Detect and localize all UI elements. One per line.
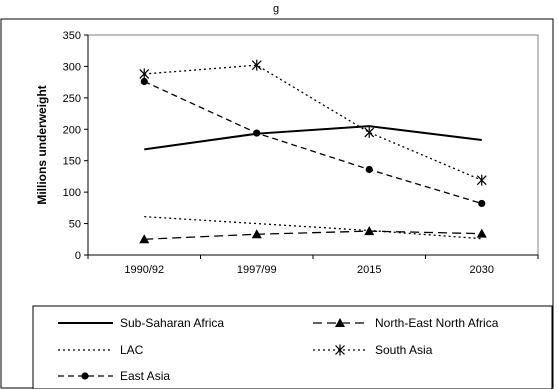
series-line-north-east-north-africa xyxy=(144,230,482,240)
y-axis-label: Millions underweight xyxy=(35,85,49,204)
legend: Sub-Saharan Africa North-East North Afric… xyxy=(58,316,499,383)
plot-area-frame xyxy=(87,34,539,256)
data-point-south-asia xyxy=(139,68,150,80)
data-point-south-asia xyxy=(251,59,262,71)
y-tick-label: 250 xyxy=(63,93,81,105)
legend-marker xyxy=(81,372,89,380)
legend-item-sub-saharan-africa: Sub-Saharan Africa xyxy=(58,316,224,330)
data-point-north-east-north-africa xyxy=(139,234,150,244)
data-point-north-east-north-africa xyxy=(476,228,487,238)
y-tick-label: 300 xyxy=(63,61,81,73)
legend-label: North-East North Africa xyxy=(375,316,499,330)
legend-box xyxy=(32,305,553,389)
y-tick-label: 0 xyxy=(75,250,81,262)
chart-title-fragment: g xyxy=(273,3,279,15)
y-tick-label: 200 xyxy=(63,124,81,136)
data-point-south-asia xyxy=(476,174,487,186)
x-tick-label: 1997/99 xyxy=(237,264,277,276)
legend-label: Sub-Saharan Africa xyxy=(120,316,224,330)
series-lines xyxy=(139,59,487,244)
axes: 0 50 100 150 200 250 300 350 1990/92 1997/99 2015 2… xyxy=(63,30,539,276)
x-tick-label: 1990/92 xyxy=(124,264,164,276)
legend-label: East Asia xyxy=(120,369,170,383)
data-point-east-asia xyxy=(365,165,373,174)
series-line-south-asia xyxy=(144,64,483,181)
series-line-lac xyxy=(144,216,482,240)
legend-marker xyxy=(335,318,345,327)
series-line-sub-saharan-africa xyxy=(144,125,482,151)
legend-label: LAC xyxy=(120,343,144,357)
legend-label: South Asia xyxy=(375,343,433,357)
x-tick-label: 2015 xyxy=(357,264,381,276)
x-tick-label: 2030 xyxy=(470,264,494,276)
series-line-east-asia xyxy=(143,80,482,205)
y-tick-label: 350 xyxy=(63,30,81,42)
y-tick-label: 150 xyxy=(63,156,81,168)
y-tick-label: 50 xyxy=(69,219,81,231)
legend-item-north-east-north-africa: North-East North Africa xyxy=(313,316,499,330)
legend-marker xyxy=(335,344,345,356)
data-point-east-asia xyxy=(253,129,261,137)
data-point-north-east-north-africa xyxy=(251,229,262,239)
legend-item-south-asia: South Asia xyxy=(313,343,433,357)
data-point-east-asia xyxy=(478,199,486,208)
data-point-east-asia xyxy=(140,77,148,86)
y-tick-label: 100 xyxy=(63,187,81,199)
data-point-south-asia xyxy=(364,126,375,138)
legend-item-lac: LAC xyxy=(58,343,144,357)
legend-item-east-asia: East Asia xyxy=(58,369,170,383)
